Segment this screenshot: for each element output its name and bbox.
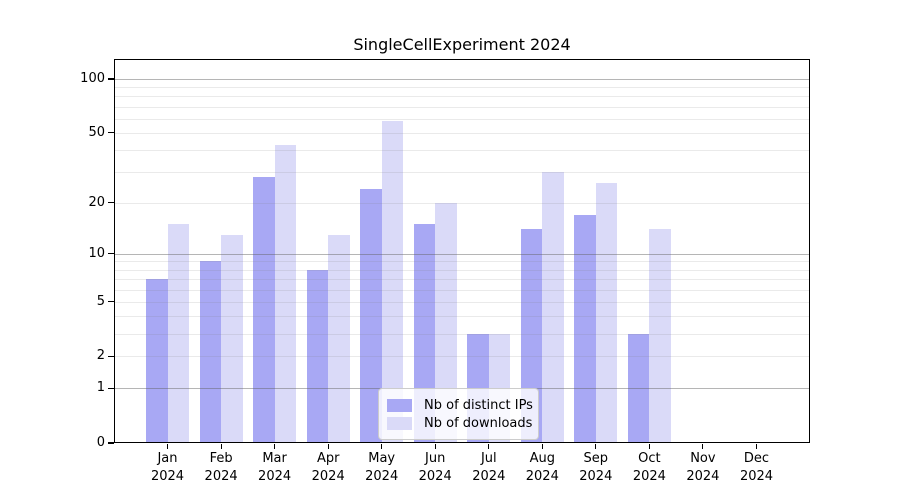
- legend-swatch-downloads: [387, 416, 412, 430]
- bar-may-downloads: [381, 121, 404, 443]
- bar-mar-distinct-ips: [253, 177, 275, 443]
- chart-title: SingleCellExperiment 2024: [353, 35, 571, 54]
- bar-oct-distinct-ips: [627, 333, 650, 443]
- x-tick-mark-sep: [595, 444, 597, 449]
- x-tick-mark-jan: [166, 444, 169, 449]
- bar-apr-distinct-ips: [306, 269, 329, 443]
- y-tick-label-1: 1: [96, 380, 105, 396]
- minor-gridline-9: [114, 261, 810, 263]
- x-tick-mark-nov: [702, 444, 704, 449]
- y-tick-mark-0: [108, 442, 114, 444]
- x-tick-mark-aug: [541, 444, 543, 449]
- minor-gridline-50: [114, 132, 810, 134]
- x-tick-label-mar: Mar 2024: [258, 451, 292, 484]
- plot-area: [114, 59, 810, 443]
- major-gridline-100: [114, 79, 810, 80]
- legend-label-downloads: Nb of downloads: [424, 415, 533, 431]
- y-tick-mark-1: [108, 387, 114, 389]
- y-tick-mark-2: [108, 355, 114, 357]
- y-tick-mark-20: [108, 202, 114, 204]
- minor-gridline-4: [114, 316, 810, 318]
- bar-feb-downloads: [221, 234, 243, 443]
- x-tick-mark-may: [381, 444, 383, 449]
- x-tick-label-apr: Apr 2024: [311, 451, 345, 484]
- x-tick-label-jun: Jun 2024: [418, 451, 452, 484]
- bar-sep-distinct-ips: [574, 215, 596, 443]
- bar-jan-downloads: [167, 224, 190, 443]
- x-tick-label-jan: Jan 2024: [150, 451, 185, 484]
- y-tick-mark-100: [108, 78, 114, 80]
- x-tick-mark-jul: [488, 444, 490, 449]
- x-tick-mark-dec: [755, 444, 758, 449]
- bar-mar-downloads: [274, 144, 297, 443]
- x-tick-mark-feb: [220, 444, 222, 449]
- x-tick-mark-oct: [648, 444, 650, 449]
- y-tick-label-0: 0: [96, 435, 105, 450]
- minor-gridline-90: [114, 87, 810, 89]
- x-tick-mark-jun: [434, 444, 436, 449]
- x-tick-label-oct: Oct 2024: [632, 451, 666, 484]
- y-tick-label-100: 100: [80, 71, 105, 86]
- y-tick-label-5: 5: [96, 293, 105, 309]
- minor-gridline-5: [114, 301, 810, 303]
- bar-aug-downloads: [542, 172, 564, 443]
- y-tick-mark-50: [108, 132, 114, 134]
- bar-sep-downloads: [595, 183, 618, 443]
- legend-item-distinct-ips: Nb of distinct IPs: [387, 397, 533, 413]
- x-tick-mark-apr: [327, 444, 329, 449]
- bar-jun-downloads: [435, 202, 457, 443]
- y-tick-label-20: 20: [88, 194, 105, 210]
- legend: Nb of distinct IPs Nb of downloads: [378, 388, 539, 440]
- legend-label-distinct-ips: Nb of distinct IPs: [424, 397, 533, 413]
- x-tick-label-sep: Sep 2024: [579, 451, 613, 484]
- x-tick-label-feb: Feb 2024: [204, 451, 238, 484]
- minor-gridline-80: [114, 96, 810, 98]
- minor-gridline-7: [114, 279, 810, 280]
- minor-gridline-2: [114, 356, 810, 358]
- legend-swatch-distinct-ips: [387, 398, 412, 412]
- minor-gridline-70: [114, 106, 810, 108]
- minor-gridline-20: [114, 202, 810, 204]
- y-tick-mark-5: [108, 301, 114, 303]
- minor-gridline-3: [114, 333, 810, 335]
- bar-jan-distinct-ips: [146, 279, 168, 443]
- x-tick-mark-mar: [274, 444, 276, 449]
- minor-gridline-40: [114, 150, 810, 152]
- minor-gridline-30: [114, 172, 810, 174]
- minor-gridline-60: [114, 118, 810, 120]
- x-tick-label-jul: Jul 2024: [472, 451, 506, 484]
- x-tick-label-may: May 2024: [365, 451, 399, 484]
- x-tick-label-aug: Aug 2024: [525, 451, 559, 484]
- bar-oct-downloads: [649, 229, 671, 443]
- x-tick-label-dec: Dec 2024: [739, 451, 774, 484]
- y-tick-label-10: 10: [88, 245, 105, 261]
- major-gridline-10: [114, 253, 810, 255]
- y-tick-label-50: 50: [88, 124, 105, 140]
- bar-may-distinct-ips: [360, 189, 382, 443]
- bar-apr-downloads: [328, 234, 350, 443]
- y-tick-label-2: 2: [96, 348, 105, 364]
- minor-gridline-8: [114, 269, 810, 271]
- bar-feb-distinct-ips: [199, 261, 222, 443]
- y-tick-mark-10: [108, 253, 114, 255]
- minor-gridline-6: [114, 289, 810, 291]
- legend-item-downloads: Nb of downloads: [387, 415, 533, 431]
- x-tick-label-nov: Nov 2024: [686, 451, 720, 484]
